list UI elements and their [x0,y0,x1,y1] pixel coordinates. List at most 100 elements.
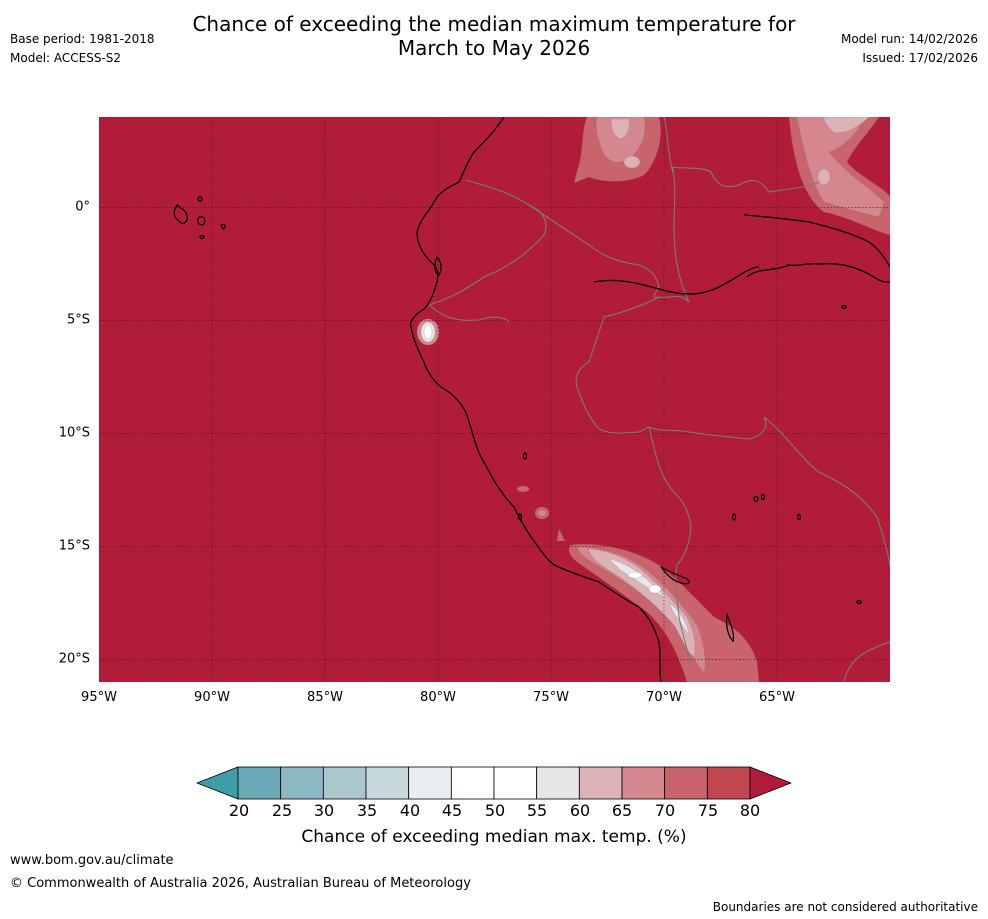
border-colombia-venezuela [663,117,675,173]
contour-65-spot-b [537,509,547,517]
contour-65-north-colombia [595,117,646,163]
colorbar-segment [322,766,367,800]
contour-60-altiplano [588,548,696,658]
contour-60-northeast [823,117,870,133]
colorbar-tick-label: 80 [739,801,761,820]
colorbar-segment [280,766,324,800]
border-bolivia-chile [675,564,690,666]
map-background-80-plus [99,117,890,682]
issued-label: Issued: 17/02/2026 [862,51,978,65]
y-tick-label: 10°S [58,425,90,441]
border-colombia-ecuador [428,179,547,306]
contour-50-altiplano-b [648,584,662,594]
colorbar-tick-label: 75 [697,801,719,820]
coastline-rio-negro [743,214,890,268]
coastline-lake-titicaca [660,566,690,585]
x-tick-label: 95°W [81,690,117,705]
border-bolivia-brazil-north [648,416,767,440]
lat-lon-gridlines [99,117,890,682]
probability-map [99,117,890,682]
coastline-galapagos-san-cristobal [220,223,226,230]
x-tick-label: 85°W [307,690,343,705]
border-venezuela-brazil [710,171,820,193]
colorbar-segment [237,766,282,800]
coastline-lake-e [753,495,759,503]
y-tick-label: 0° [75,199,90,215]
colorbar [196,766,792,800]
colorbar-tick-label: 55 [526,801,548,820]
colorbar-tick-label: 30 [313,801,335,820]
contour-60-northeast-b [817,168,831,186]
colorbar-segment [664,766,708,800]
contour-70-spot-c [556,528,566,542]
border-colombia-brazil [669,166,712,303]
colorbar-high-extend [749,766,792,800]
y-tick-label: 20°S [58,651,90,667]
contour-50-altiplano-a [627,571,643,579]
coastlines [173,117,890,682]
coastline-lake-poopo [725,612,735,643]
colorbar-tick-label: 60 [569,801,591,820]
colorbar-tick-label: 65 [611,801,633,820]
border-paraguay [843,641,890,682]
colorbar-segment [493,766,538,800]
border-ecuador-peru-north [428,304,510,323]
colorbar-tick-label: 25 [271,801,293,820]
model-label: Model: ACCESS-S2 [10,51,122,65]
border-bolivia-brazil-east [763,416,878,518]
colorbar-tick-label: 20 [228,801,250,820]
coastline-islet-c [522,452,528,460]
coastline-lake-g [731,513,737,521]
colorbar-segment [408,766,452,800]
base-period-label: Base period: 1981-2018 [10,32,155,46]
coastline-galapagos-islet-b [199,234,205,240]
colorbar-tick-label: 35 [356,801,378,820]
website-link[interactable]: www.bom.gov.au/climate [10,853,174,868]
coastline-lake-h [796,513,802,521]
colorbar-segment [536,766,580,800]
coastline-lake-i [856,599,862,605]
colorbar-tick-label: 50 [484,801,506,820]
country-borders [428,117,890,682]
contour-60-north-colombia-b [623,155,641,169]
x-tick-label: 70°W [646,690,682,705]
y-tick-label: 15°S [58,538,90,554]
coastline-galapagos-islet-a [197,196,203,202]
coastline-pacific-south-america [409,117,662,682]
model-run-label: Model run: 14/02/2026 [840,32,978,46]
colorbar-low-extend [196,766,239,800]
contour-layer [416,117,890,682]
border-bolivia-brazil-south [876,516,890,568]
colorbar-segment [706,766,751,800]
coastline-amazon-river-lower [593,266,760,295]
border-peru-brazil [575,296,660,434]
title-line-1: Chance of exceeding the median maximum t… [192,12,796,36]
x-tick-label: 75°W [533,690,569,705]
disclaimer-text: Boundaries are not considered authoritat… [712,900,978,914]
copyright-text: © Commonwealth of Australia 2026, Austra… [10,876,471,891]
border-colombia-peru [528,204,690,303]
page-title: Chance of exceeding the median maximum t… [0,12,988,60]
contour-50-north-peru [423,324,433,340]
colorbar-tick-label: 40 [399,801,421,820]
y-tick-label: 5°S [66,312,90,328]
x-tick-label: 65°W [759,690,795,705]
contour-65-northeast [796,117,885,218]
coastline-amazon-river-upper [746,262,890,283]
colorbar-segment [365,766,410,800]
coastline-lake-f [760,493,766,501]
coastline-gulf-of-guayaquil [434,255,442,276]
colorbar-segment [450,766,495,800]
coastline-islet-d [517,513,523,521]
colorbar-tick-label: 70 [654,801,676,820]
title-line-2: March to May 2026 [397,36,591,60]
colorbar-segment [578,766,623,800]
contour-60-north-colombia [610,118,630,140]
colorbar-segment [621,766,666,800]
colorbar-label: Chance of exceeding median max. temp. (%… [301,827,687,847]
colorbar-tick-label: 45 [441,801,463,820]
coastline-lake-j [841,304,847,310]
coastline-galapagos-santa-cruz [196,215,206,226]
x-tick-label: 80°W [420,690,456,705]
x-tick-label: 90°W [194,690,230,705]
